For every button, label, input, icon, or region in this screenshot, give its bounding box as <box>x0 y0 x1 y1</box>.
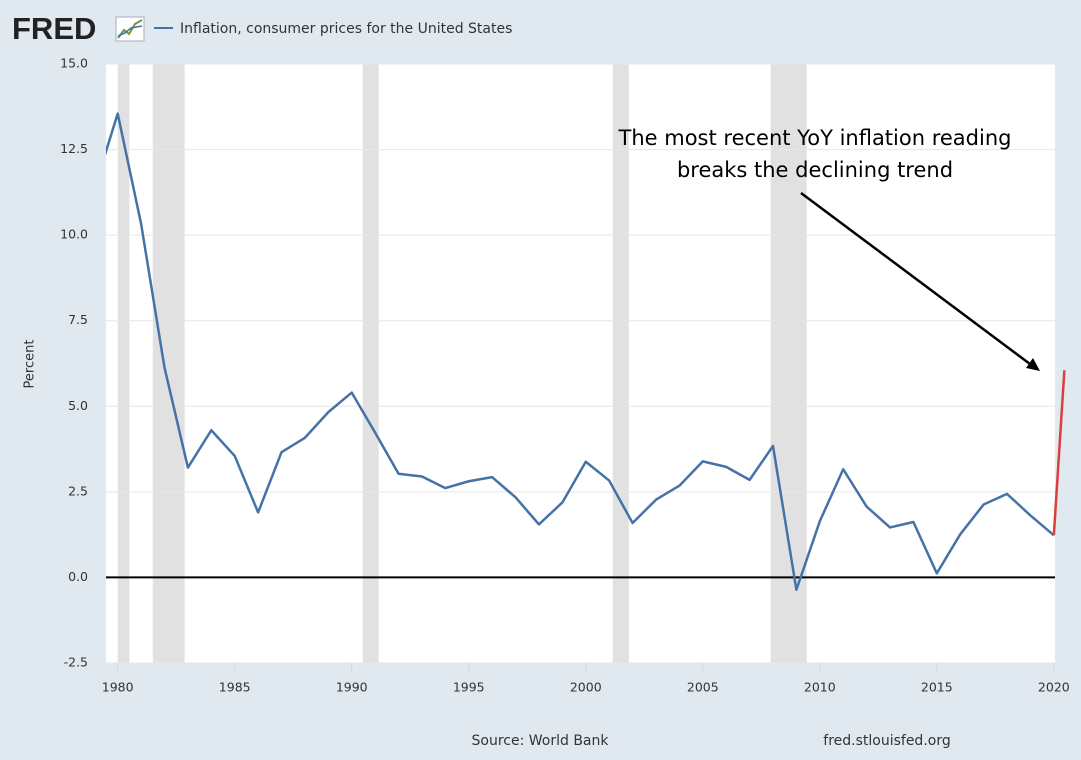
layers: -2.5 0.0 2.5 5.0 7.5 10.0 12.5 15.0 1980 1985 1990… <box>60 56 1070 695</box>
y-tick-label: -2.5 <box>64 655 88 670</box>
recession-band <box>117 64 130 663</box>
x-tick-label: 1985 <box>219 680 251 695</box>
recession-band <box>152 64 185 663</box>
x-tick-label: 2010 <box>804 680 836 695</box>
annotation: breaks the declining trend <box>677 158 953 182</box>
y-tick-label: 5.0 <box>68 398 88 413</box>
y-tick-label: 15.0 <box>60 56 88 71</box>
recession-band <box>362 64 379 663</box>
recession-band <box>770 64 807 663</box>
annotation-arrow <box>800 191 1040 371</box>
x-tick-label: 1990 <box>336 680 368 695</box>
plot-area <box>106 64 1055 663</box>
y-tick-label: 10.0 <box>60 227 88 242</box>
y-tick-label: 2.5 <box>68 483 88 498</box>
recession-band <box>612 64 629 663</box>
x-tick-label: 2020 <box>1038 680 1070 695</box>
y-tick-label: 12.5 <box>60 141 88 156</box>
x-tick-label: 1995 <box>453 680 485 695</box>
logo-icon <box>115 16 145 42</box>
series-line <box>1052 370 1066 536</box>
y-tick-label: 0.0 <box>68 569 88 584</box>
source: Source: World Bank <box>472 733 610 749</box>
url: fred.stlouisfed.org <box>823 733 950 749</box>
x-tick-label: 1980 <box>102 680 134 695</box>
x-tick-label: 2005 <box>687 680 719 695</box>
logo: FRED <box>12 11 96 46</box>
legend-label: Inflation, consumer prices for the Unite… <box>180 21 512 37</box>
x-tick-label: 2015 <box>921 680 953 695</box>
y-tick-label: 7.5 <box>68 312 88 327</box>
y-axis-label: Percent <box>23 340 38 389</box>
x-tick-label: 2000 <box>570 680 602 695</box>
annotation: The most recent YoY inflation reading <box>618 126 1012 150</box>
series-line <box>106 112 1055 592</box>
